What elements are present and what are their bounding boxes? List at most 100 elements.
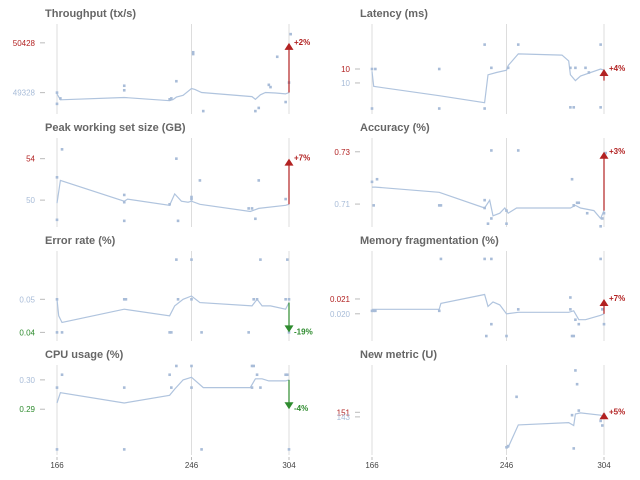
data-point [505,334,508,338]
data-point [569,308,572,311]
data-point [122,219,126,223]
data-point [505,222,508,225]
panel-title: Accuracy (%) [360,122,430,134]
data-point [200,331,203,334]
data-point [170,97,173,100]
data-point [250,386,254,389]
data-point [247,331,250,334]
x-tick-label: 246 [500,461,514,470]
data-point [569,106,572,109]
data-point [437,309,441,313]
data-point [574,66,577,70]
data-point [599,43,602,46]
data-point [255,298,259,301]
data-point [374,309,377,313]
x-tick-label: 166 [50,461,64,470]
data-point [198,179,202,182]
data-point [168,331,171,334]
delta-arrow-up-icon [284,158,294,166]
data-point [60,331,64,334]
delta-arrow-up-icon [599,298,609,306]
data-point [569,296,572,299]
data-point [577,409,581,412]
data-point [257,179,261,182]
panel-title: Peak working set size (GB) [45,122,186,134]
data-point [287,448,291,451]
data-point [486,222,490,225]
data-point [55,331,59,334]
data-point [483,43,486,46]
series-line [372,293,605,321]
delta-arrow-up-icon [284,42,294,50]
series-line [372,186,605,220]
delta-arrow-up-icon [599,69,609,76]
series-line [56,376,290,404]
panel-7: CPU usage (%) 0.30 0.29 -4% 166 246 304 [19,349,308,470]
data-point [55,298,59,301]
data-point [569,66,572,70]
data-point [122,88,126,92]
data-point [370,107,374,110]
data-point [250,207,254,210]
data-point [572,334,576,338]
y-tick-label: 10 [341,79,350,88]
data-point [372,309,375,313]
x-tick-label: 246 [185,461,199,470]
data-point [437,204,441,207]
data-point [122,386,126,389]
y-tick-label: 0.30 [19,376,35,385]
data-point [55,218,59,222]
data-point [577,322,581,326]
x-tick-label: 304 [597,461,611,470]
data-point [572,447,576,450]
delta-label: +3% [609,147,625,156]
data-point [599,257,602,261]
data-point [505,209,508,212]
panel-1: Throughput (tx/s) 50428 49328 +2% [13,8,310,114]
data-point [60,373,64,377]
delta-arrow-up-icon [599,151,609,159]
data-point [483,107,486,110]
data-point [602,211,606,215]
data-point [574,369,577,372]
data-point [506,66,510,70]
y-tick-label: 50 [26,196,35,205]
data-point [122,200,126,204]
delta-label: +2% [294,38,310,47]
data-point [122,298,126,301]
data-point [190,386,193,389]
y-tick-label: 143 [337,413,351,422]
data-point [55,102,59,106]
delta-label: +5% [609,407,625,416]
data-point [587,71,591,74]
data-point [604,151,607,155]
data-point [575,382,579,386]
data-point [259,386,262,389]
data-point [375,177,379,181]
data-point [259,258,262,261]
data-point [289,32,292,36]
panel-3: Peak working set size (GB) 54 50 +7% [26,122,310,227]
data-point [490,257,493,261]
panel-title: Error rate (%) [45,235,116,247]
data-point [168,373,171,377]
data-point [439,204,443,207]
data-point [599,419,602,423]
data-point [490,217,493,220]
data-point [601,424,604,427]
data-point [506,444,510,448]
data-point [577,201,581,205]
data-point [437,67,441,71]
data-point [175,157,178,160]
data-point [201,109,205,113]
data-point [505,445,508,449]
data-point [190,258,193,261]
panel-4: Accuracy (%) 0.73 0.71 +3% [334,122,625,228]
data-point [437,107,441,110]
data-point [284,373,287,377]
data-point [602,322,606,326]
data-point [490,149,493,152]
panel-6: Memory fragmentation (%) 0.021 0.020 +7% [330,235,625,341]
data-point [286,373,289,377]
